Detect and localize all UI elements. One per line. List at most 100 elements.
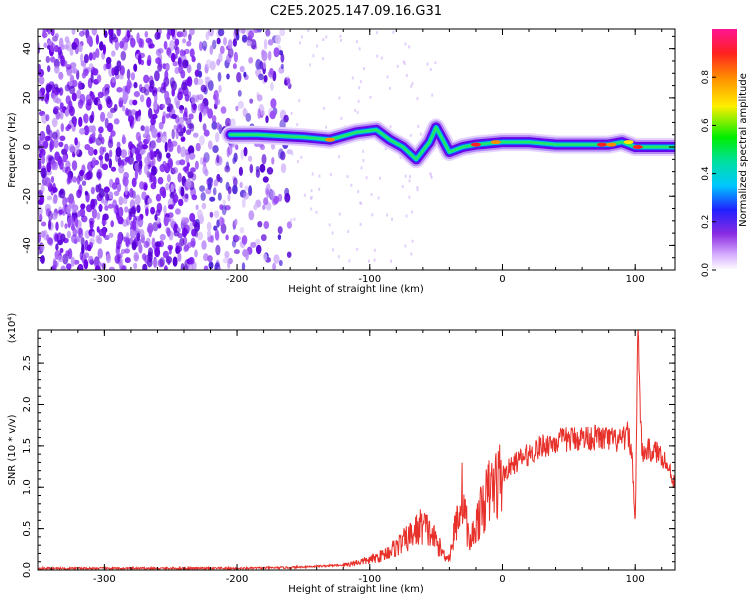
spectrogram-noise-cell — [81, 180, 87, 186]
spectrogram-noise-cell — [202, 108, 208, 116]
spectrogram-noise-cell — [212, 145, 219, 154]
spectrogram-noise-cell — [141, 191, 147, 200]
spectrogram-faint-cell — [299, 41, 301, 45]
spectrogram-noise-cell — [245, 112, 252, 122]
spectrogram-noise-cell — [186, 76, 193, 87]
spectrogram-noise-cell — [59, 135, 66, 142]
spectrogram-noise-cell — [152, 221, 159, 232]
spectrogram-faint-cell — [298, 99, 301, 103]
spectrogram-noise-cell — [177, 57, 181, 65]
spectrogram-noise-cell — [232, 184, 238, 195]
spectrogram-noise-cell — [38, 199, 43, 206]
spectrogram-noise-cell — [195, 142, 201, 152]
spectrogram-faint-cell — [347, 229, 350, 233]
spectrogram-faint-cell — [297, 160, 299, 164]
spectrogram-noise-cell — [152, 258, 158, 269]
spectrogram-noise-cell — [97, 103, 103, 111]
spectrogram-noise-cell — [146, 133, 151, 143]
spectrogram-noise-cell — [197, 78, 204, 86]
spectrogram-noise-cell — [157, 132, 161, 138]
spectrogram-noise-cell — [201, 240, 207, 250]
spectrogram-noise-cell — [179, 159, 186, 166]
spectrogram-noise-cell — [38, 75, 45, 85]
spectrogram-faint-cell — [431, 93, 434, 97]
spectrogram-noise-cell — [212, 39, 217, 50]
snr-x-tick-label: 0 — [499, 574, 505, 585]
spectrogram-noise-cell — [203, 129, 210, 137]
spectrogram-noise-cell — [168, 204, 174, 210]
spectrogram-noise-cell — [263, 221, 270, 229]
spectrogram-noise-cell — [197, 231, 204, 241]
spectrogram-faint-cell — [329, 173, 332, 176]
spectrogram-noise-cell — [269, 67, 274, 76]
spectrogram-noise-cell — [88, 63, 94, 71]
spectrogram-noise-cell — [272, 262, 276, 270]
spectrogram-faint-cell — [362, 149, 365, 153]
spectrogram-noise-cell — [257, 221, 263, 228]
spectrogram-noise-cell — [248, 210, 255, 221]
spectrogram-noise-cell — [83, 259, 89, 270]
spectrogram-noise-cell — [137, 216, 141, 222]
spectrogram-faint-cell — [357, 99, 360, 103]
spectrogram-noise-cell — [197, 209, 203, 220]
spectrogram-faint-cell — [429, 68, 432, 71]
spectrogram-noise-cell — [255, 238, 261, 245]
spectrogram-noise-cell — [55, 98, 62, 104]
spectrogram-noise-cell — [126, 79, 132, 90]
spectrogram-noise-cell — [118, 196, 124, 206]
spectrogram-y-tick-label: -40 — [22, 237, 33, 253]
spectrogram-noise-cell — [144, 164, 149, 175]
spectrogram-noise-cell — [171, 128, 175, 140]
spectrogram-noise-cell — [263, 197, 269, 206]
spectrogram-noise-cell — [167, 244, 174, 251]
spectrogram-noise-cell — [113, 118, 120, 125]
spectrogram-noise-cell — [145, 128, 150, 135]
spectrogram-noise-cell — [236, 72, 242, 83]
spectrogram-noise-cell — [150, 139, 157, 150]
spectrogram-noise-cell — [202, 123, 207, 132]
spectrogram-noise-cell — [171, 52, 176, 63]
spectrogram-faint-cell — [377, 196, 380, 200]
spectrogram-faint-cell — [386, 75, 389, 79]
spectrogram-noise-cell — [189, 152, 196, 160]
spectrogram-noise-cell — [184, 193, 189, 199]
spectrogram-noise-cell — [152, 157, 156, 167]
spectrogram-noise-cell — [164, 90, 170, 102]
spectrogram-noise-cell — [164, 64, 170, 70]
spectrogram-noise-cell — [48, 210, 53, 222]
spectrogram-faint-cell — [405, 74, 408, 77]
spectrogram-noise-cell — [155, 193, 162, 202]
spectrogram-noise-cell — [38, 68, 44, 78]
spectrogram-noise-cell — [185, 118, 192, 126]
spectrogram-noise-cell — [190, 237, 196, 248]
spectrogram-faint-cell — [373, 258, 376, 262]
spectrogram-noise-cell — [121, 37, 126, 45]
spectrogram-noise-cell — [201, 202, 207, 210]
spectrogram-noise-cell — [135, 153, 142, 163]
snr-x-tick-label: -100 — [358, 574, 381, 585]
spectrogram-noise-cell — [221, 204, 227, 216]
spectrogram-noise-cell — [161, 189, 167, 199]
spectrogram-noise-cell — [119, 252, 123, 259]
spectrogram-noise-cell — [207, 255, 213, 263]
spectrogram-noise-cell — [39, 214, 43, 222]
spectrogram-noise-cell — [189, 29, 195, 36]
spectrogram-noise-cell — [95, 48, 100, 59]
spectrogram-noise-cell — [227, 257, 233, 265]
spectrogram-noise-cell — [225, 161, 230, 170]
spectrogram-noise-cell — [163, 265, 168, 270]
spectrogram-hot-spot — [623, 140, 634, 145]
spectrogram-noise-cell — [59, 102, 64, 109]
spectrogram-noise-cell — [42, 29, 46, 39]
spectrogram-noise-cell — [172, 167, 179, 174]
spectrogram-noise-cell — [148, 226, 152, 238]
spectrogram-faint-cell — [354, 108, 357, 112]
spectrogram-noise-cell — [134, 169, 138, 180]
spectrogram-faint-cell — [370, 193, 373, 196]
spectrogram-noise-cell — [74, 217, 79, 228]
spectrogram-noise-cell — [274, 34, 281, 45]
spectrogram-noise-cell — [205, 31, 210, 41]
spectrogram-noise-cell — [77, 80, 83, 91]
spectrogram-faint-cell — [312, 54, 315, 58]
spectrogram-faint-cell — [376, 54, 379, 58]
